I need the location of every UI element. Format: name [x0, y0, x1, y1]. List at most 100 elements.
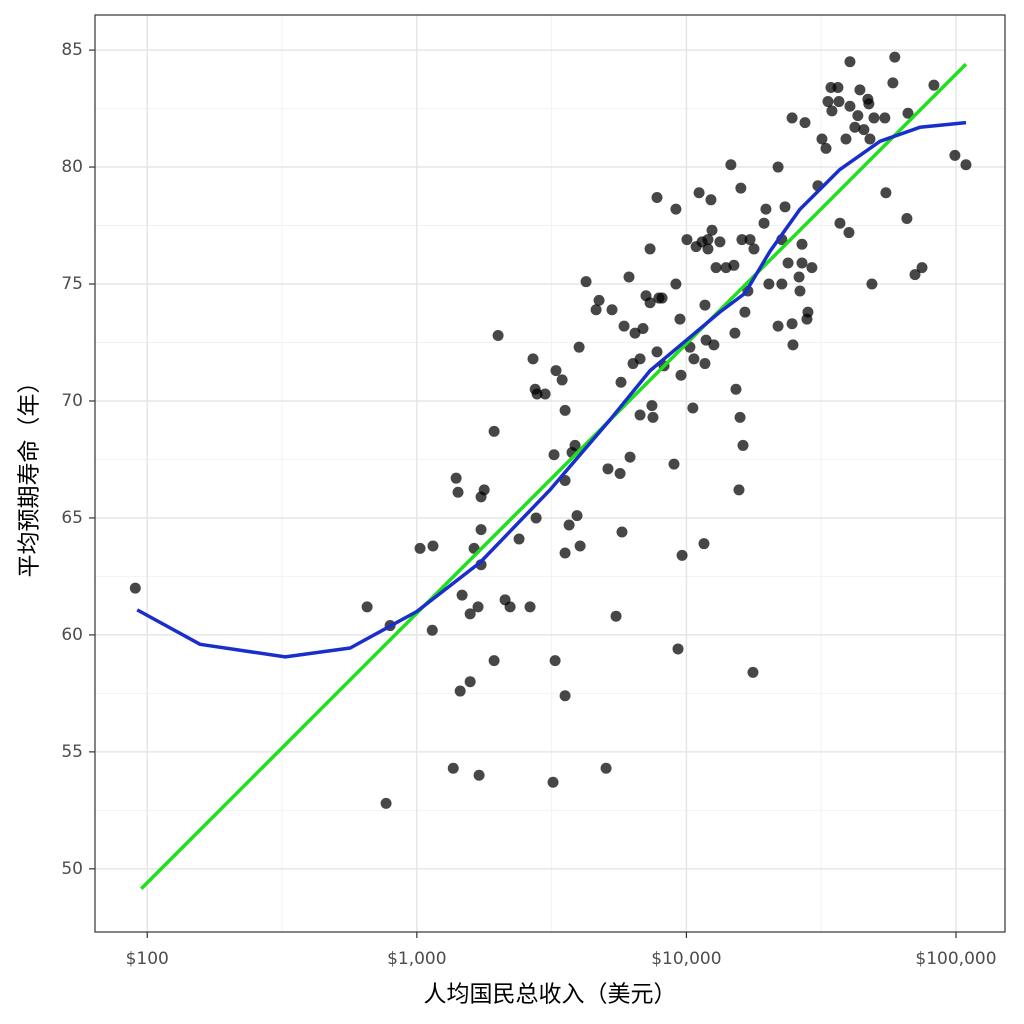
data-point [854, 84, 866, 96]
data-point [414, 542, 426, 554]
data-point [524, 601, 536, 613]
data-point [361, 601, 373, 613]
data-point [832, 82, 844, 94]
data-point [475, 524, 487, 536]
data-point [618, 320, 630, 332]
data-point [699, 358, 711, 370]
data-point [864, 133, 876, 145]
x-tick-label: $1,000 [387, 949, 446, 969]
data-point [880, 187, 892, 199]
data-point [779, 201, 791, 213]
y-tick-label: 65 [61, 508, 83, 528]
data-point [787, 339, 799, 351]
data-point [573, 341, 585, 353]
data-point [676, 549, 688, 561]
data-point [799, 117, 811, 129]
data-point [478, 484, 490, 496]
data-point [610, 610, 622, 622]
data-point [593, 294, 605, 306]
data-point [548, 449, 560, 461]
data-point [739, 306, 751, 318]
data-point [539, 388, 551, 400]
data-point [834, 217, 846, 229]
data-point [833, 96, 845, 108]
data-point [559, 404, 571, 416]
data-point [772, 161, 784, 173]
data-point [730, 383, 742, 395]
data-point [744, 234, 756, 246]
data-point [634, 353, 646, 365]
data-point [794, 285, 806, 297]
data-point [454, 685, 466, 697]
data-point [427, 540, 439, 552]
data-point [549, 655, 561, 667]
data-point [816, 133, 828, 145]
fit-line [139, 62, 968, 890]
data-point [681, 234, 693, 246]
data-point [693, 187, 705, 199]
data-point [868, 112, 880, 124]
data-point [796, 257, 808, 269]
data-point [616, 526, 628, 538]
x-tick-label: $100,000 [915, 949, 996, 969]
data-point [606, 304, 618, 316]
data-point [473, 769, 485, 781]
data-point [590, 304, 602, 316]
data-point [563, 519, 575, 531]
data-point [447, 762, 459, 774]
x-tick-label: $10,000 [651, 949, 721, 969]
data-point [492, 329, 504, 341]
data-point [675, 369, 687, 381]
data-point [733, 484, 745, 496]
data-point [806, 262, 818, 274]
data-point [670, 203, 682, 215]
data-point [710, 262, 722, 274]
data-point [547, 776, 559, 788]
data-point [820, 142, 832, 154]
data-point [670, 278, 682, 290]
data-point [646, 400, 658, 412]
data-point [844, 56, 856, 68]
data-point [668, 458, 680, 470]
data-point [559, 547, 571, 559]
data-point [580, 276, 592, 288]
y-tick-label: 50 [61, 859, 83, 879]
data-point [513, 533, 525, 545]
data-point [889, 51, 901, 63]
data-point [901, 213, 913, 225]
data-point [747, 666, 759, 678]
data-point [624, 451, 636, 463]
data-point [822, 96, 834, 108]
data-point [734, 411, 746, 423]
data-point [902, 107, 914, 119]
data-point [450, 472, 462, 484]
y-tick-label: 60 [61, 625, 83, 645]
data-point [728, 259, 740, 271]
data-point [698, 538, 710, 550]
data-point [464, 608, 476, 620]
data-point [802, 306, 814, 318]
data-point [843, 227, 855, 239]
data-point [858, 124, 870, 136]
data-point [796, 238, 808, 250]
data-point [844, 100, 856, 112]
data-point [615, 376, 627, 388]
data-point [705, 194, 717, 206]
data-point [452, 486, 464, 498]
data-point [916, 262, 928, 274]
data-point [531, 388, 543, 400]
data-point [556, 374, 568, 386]
data-point [949, 149, 961, 161]
data-point [702, 243, 714, 255]
data-point [674, 313, 686, 325]
data-point [786, 318, 798, 330]
x-axis-title: 人均国民总收入（美元） [424, 982, 677, 1008]
x-tick-label: $100 [126, 949, 169, 969]
y-tick-label: 75 [61, 274, 83, 294]
data-point [960, 159, 972, 171]
data-point [651, 191, 663, 203]
data-point [776, 278, 788, 290]
data-point [629, 327, 641, 339]
data-point [826, 105, 838, 117]
